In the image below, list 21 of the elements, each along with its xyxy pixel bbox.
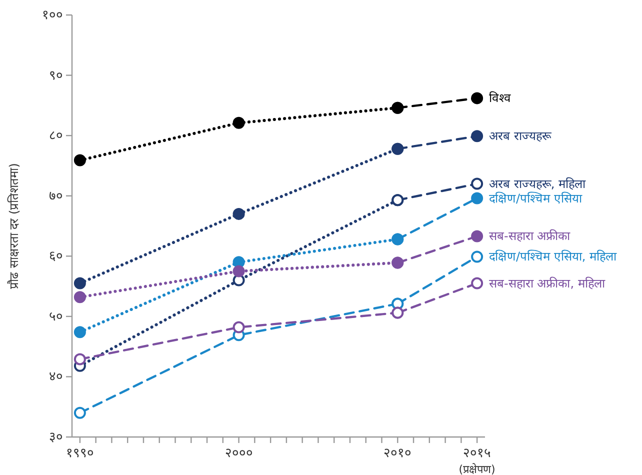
series-label: दक्षिण/पश्चिम एसिया xyxy=(489,191,583,206)
series-label: दक्षिण/पश्चिम एसिया, महिला xyxy=(489,250,618,264)
x-tick-label: २०१५ xyxy=(463,446,492,461)
x-tick-label: २०१० xyxy=(384,446,412,461)
y-tick-label: ७० xyxy=(49,188,63,204)
x-tick-label: १९९० xyxy=(66,446,94,461)
series-label: सब-सहारा अफ्रीका xyxy=(489,229,572,244)
y-axis-title: प्रौढ साक्षरता दर (प्रतिशतमा) xyxy=(7,163,21,289)
y-tick-label: ५० xyxy=(49,309,63,324)
series-label: अरब राज्यहरू, महिला xyxy=(489,176,586,191)
y-tick-label: ८० xyxy=(49,128,63,144)
series-label: विश्व xyxy=(489,91,512,106)
y-tick-label: ४० xyxy=(49,370,63,385)
x-tick-label: २००० xyxy=(224,446,253,461)
y-tick-label: ६० xyxy=(49,249,63,264)
y-tick-label: ३० xyxy=(49,430,63,445)
series-label: सब-सहारा अफ्रीका, महिला xyxy=(489,276,606,290)
y-tick-label: ९० xyxy=(49,68,63,84)
y-tick-label: १०० xyxy=(42,8,63,23)
text: (प्रक्षेपण) xyxy=(458,463,496,475)
series-label: अरब राज्यहरू xyxy=(489,129,552,144)
